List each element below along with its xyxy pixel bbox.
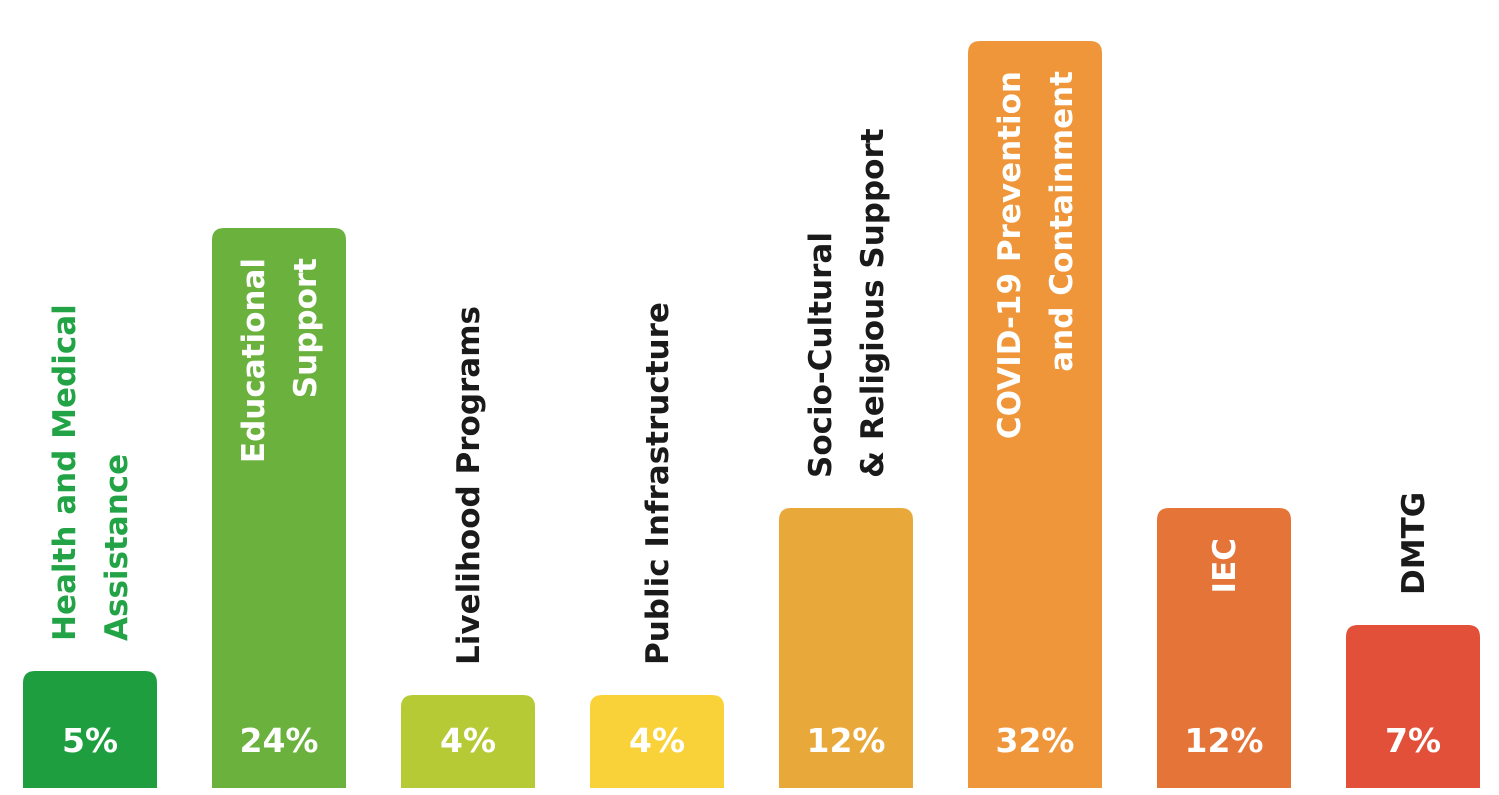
category-label: and Containment — [1044, 71, 1080, 372]
bar — [779, 508, 913, 788]
category-label: Educational — [236, 258, 272, 463]
category-label: Health and Medical — [47, 304, 83, 641]
bar — [1157, 508, 1291, 788]
category-label: IEC — [1207, 538, 1243, 593]
bar-value-label: 12% — [1185, 721, 1264, 760]
bar-value-label: 4% — [440, 721, 496, 760]
category-label: Socio-Cultural — [803, 232, 839, 478]
bar — [23, 671, 157, 788]
category-label: DMTG — [1396, 492, 1432, 595]
bar-value-label: 12% — [807, 721, 886, 760]
bar — [401, 695, 535, 788]
category-label: Livelihood Programs — [451, 306, 487, 665]
category-label: & Religious Support — [855, 128, 891, 478]
bar — [1346, 625, 1480, 788]
bar-value-label: 24% — [240, 721, 319, 760]
bar-value-label: 4% — [629, 721, 685, 760]
bar-value-label: 32% — [996, 721, 1075, 760]
category-label: Support — [288, 258, 324, 398]
category-label: COVID-19 Prevention — [992, 71, 1028, 439]
bar-value-label: 7% — [1385, 721, 1441, 760]
category-label: Public Infrastructure — [640, 302, 676, 665]
bar — [212, 228, 346, 788]
category-label: Assistance — [99, 454, 135, 641]
bar — [968, 41, 1102, 788]
bar-value-label: 5% — [62, 721, 118, 760]
bar — [590, 695, 724, 788]
